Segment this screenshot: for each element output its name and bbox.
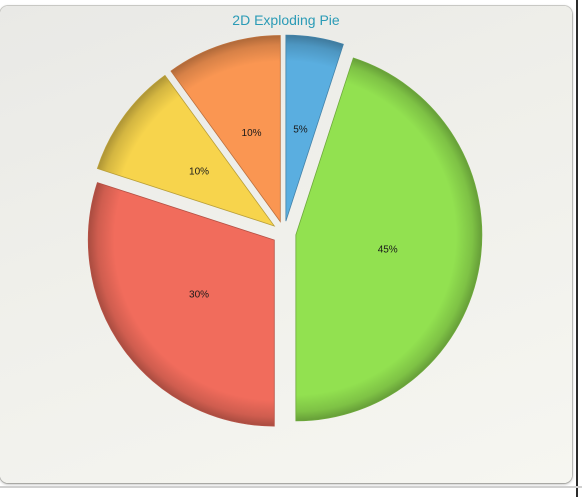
pie-slice (285, 34, 344, 222)
pie-slice (295, 57, 483, 422)
slice-label: 10% (189, 166, 209, 177)
pie-slice (170, 35, 281, 223)
chart-card: 2D Exploding Pie 5% 45% 30% 10% 10% (0, 6, 572, 483)
labels-layer: 5% 45% 30% 10% 10% (189, 124, 398, 300)
slice-label: 10% (242, 128, 262, 139)
slice-label: 45% (378, 244, 398, 255)
slice-label: 5% (293, 124, 308, 135)
pie-slice (96, 74, 276, 227)
pie-slice (87, 182, 275, 427)
scroll-edge (0, 486, 582, 488)
chart-title: 2D Exploding Pie (232, 12, 340, 28)
window-edge (576, 0, 578, 497)
slice-label: 30% (189, 290, 209, 301)
slices-layer (87, 34, 483, 427)
pie-chart: 5% 45% 30% 10% 10% (87, 34, 483, 427)
